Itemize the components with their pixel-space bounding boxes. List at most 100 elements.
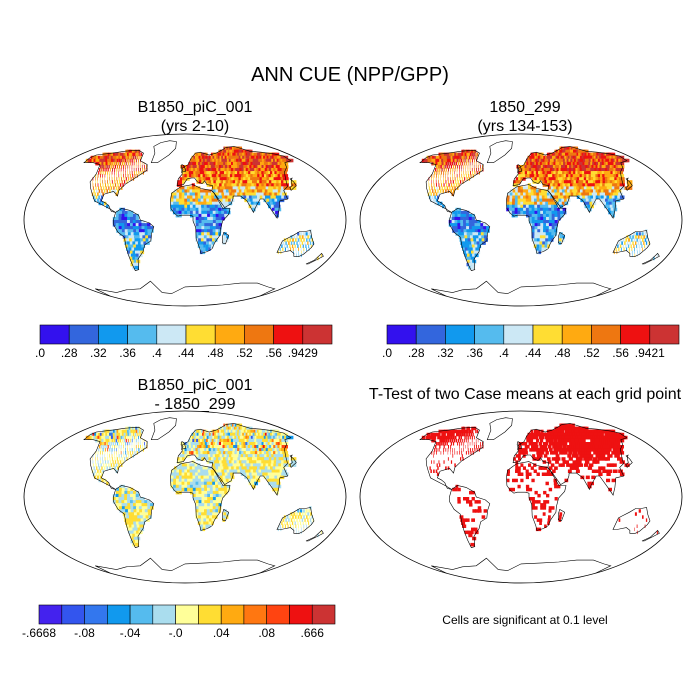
colorbar-swatch: [198, 604, 222, 625]
colorbar-tick-label: .666: [301, 626, 325, 640]
coastline-an: [431, 280, 612, 306]
panel-4-title: T-Test of two Case means at each grid po…: [355, 385, 695, 404]
coastline-ea: [512, 423, 628, 496]
map-panel-4: [359, 410, 683, 584]
colorbar-tick-label: .0: [35, 346, 45, 360]
colorbar-1: .0 .28 .32 .36 .4 .44 .48 .52 .56 .9429: [35, 324, 333, 360]
colorbar-tick-label: .9429: [288, 346, 318, 360]
colorbar-2: .0 .28 .32 .36 .4 .44 .48 .52 .56 .9421: [382, 324, 680, 360]
colorbar-swatch: [302, 324, 333, 345]
colorbar-swatch: [68, 324, 99, 345]
coastline-na: [83, 426, 148, 490]
ocean-background: [360, 134, 682, 306]
ocean-background: [360, 411, 682, 583]
coastline-uk: [180, 164, 187, 173]
colorbar-swatch: [649, 324, 680, 345]
coastline-na: [419, 426, 484, 490]
figure-title: ANN CUE (NPP/GPP): [251, 64, 449, 86]
panel-2-title-line2: (yrs 134-153): [477, 118, 573, 135]
colorbar-tick-label: .44: [178, 346, 195, 360]
coastline-af: [170, 461, 231, 531]
coastline-sa: [113, 485, 155, 548]
coastline-jp: [625, 177, 633, 191]
colorbar-3: -.6668 -.08 -.04 -.0 .04 .08 .666: [22, 604, 336, 640]
coastlines: [83, 417, 324, 583]
colorbar-tick-label: -.08: [74, 626, 95, 640]
colorbar-tick-label: .44: [525, 346, 542, 360]
coastline-nz: [305, 252, 324, 265]
colorbar-tick-label: .32: [437, 346, 454, 360]
panel-1-title: B1850_piC_001 (yrs 2-10): [20, 98, 370, 136]
coastline-au: [276, 507, 315, 534]
colorbar-tick-label: .48: [554, 346, 571, 360]
coastline-af: [506, 184, 567, 254]
colorbar-swatch: [107, 604, 131, 625]
coastlines: [419, 417, 660, 583]
panel-3-title-line1: B1850_piC_001: [137, 377, 253, 394]
panel-2-title: 1850_299 (yrs 134-153): [360, 98, 690, 136]
colorbar-swatch: [311, 604, 336, 625]
colorbar-swatch: [273, 324, 304, 345]
colorbar-tick-label: .08: [258, 626, 275, 640]
panel-4-title-line1: T-Test of two Case means at each grid po…: [368, 386, 682, 403]
coastline-nz: [641, 252, 660, 265]
panel-3-title: B1850_piC_001 - 1850_299: [20, 376, 370, 414]
grid-cells: [85, 146, 322, 270]
coastline-au: [612, 230, 651, 257]
coastline-gl: [150, 417, 177, 441]
colorbar-swatch: [532, 324, 563, 345]
colorbar-swatch: [129, 604, 154, 625]
coastline-gl: [150, 140, 177, 164]
colorbar-swatch: [244, 324, 274, 345]
colorbar-swatch: [98, 324, 128, 345]
coastlines: [83, 140, 324, 306]
coastline-na: [83, 149, 148, 213]
colorbar-swatch: [38, 604, 63, 625]
colorbar-tick-label: .0: [382, 346, 392, 360]
ocean-background: [24, 411, 346, 583]
colorbar-tick-label: .56: [265, 346, 282, 360]
colorbar-swatch: [220, 604, 245, 625]
coastline-an: [95, 280, 276, 306]
colorbar-swatch: [84, 604, 108, 625]
colorbar-tick-label: .36: [466, 346, 483, 360]
colorbar-tick-label: -.0: [169, 626, 183, 640]
colorbar-tick-label: .52: [583, 346, 600, 360]
colorbar-swatch: [620, 324, 651, 345]
coastline-na: [419, 149, 484, 213]
coastline-sa: [449, 485, 491, 548]
panel-3-title-line2: - 1850_299: [154, 396, 236, 413]
significance-note: Cells are significant at 0.1 level: [442, 613, 608, 627]
map-panel-1: [23, 133, 347, 307]
colorbar-tick-label: .9421: [635, 346, 665, 360]
colorbar-tick-label: .28: [61, 346, 78, 360]
colorbar-tick-label: .56: [612, 346, 629, 360]
colorbar-swatch: [266, 604, 290, 625]
coastline-uk: [516, 164, 523, 173]
colorbar-swatch: [214, 324, 245, 345]
panel-1-title-line1: B1850_piC_001: [137, 99, 253, 116]
colorbar-swatch: [185, 324, 216, 345]
coastline-sa: [113, 208, 155, 271]
coastline-jp: [625, 454, 633, 468]
colorbar-swatch: [289, 604, 313, 625]
colorbar-swatch: [415, 324, 446, 345]
coastline-an: [431, 557, 612, 583]
colorbar-tick-label: -.04: [120, 626, 141, 640]
coastline-jp: [289, 177, 297, 191]
coastline-au: [276, 230, 315, 257]
panel-1-title-line2: (yrs 2-10): [160, 118, 230, 135]
colorbar-tick-label: .36: [119, 346, 136, 360]
colorbar-tick-label: .48: [207, 346, 224, 360]
coastline-sa: [449, 208, 491, 271]
coastline-jp: [289, 454, 297, 468]
coastline-ea: [176, 423, 292, 496]
map-panel-2: [359, 133, 683, 307]
colorbar-tick-label: -.6668: [22, 626, 56, 640]
colorbar-swatch: [445, 324, 475, 345]
coastline-md: [222, 508, 230, 522]
colorbar-tick-label: .4: [152, 346, 162, 360]
colorbar-tick-label: .4: [499, 346, 509, 360]
panel-2-title-line1: 1850_299: [489, 99, 561, 116]
colorbar-swatch: [39, 324, 70, 345]
